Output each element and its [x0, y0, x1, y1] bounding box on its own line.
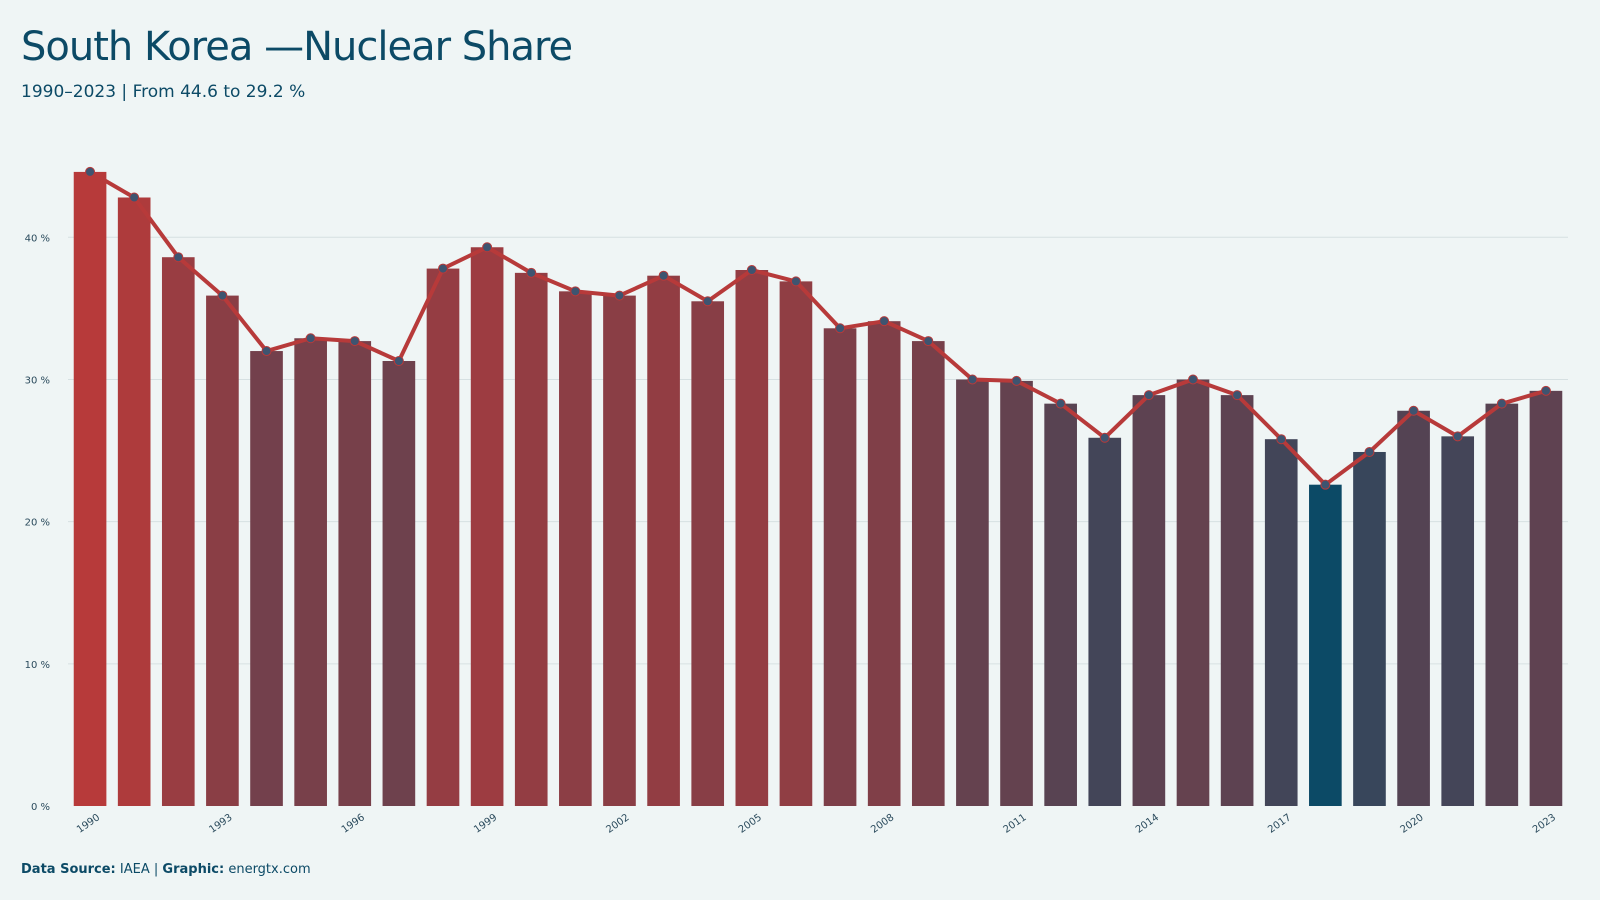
point-1999	[482, 242, 493, 253]
point-2011	[1011, 375, 1022, 386]
bar-1993	[206, 295, 239, 806]
point-2022	[1496, 398, 1507, 409]
bar-2020	[1397, 410, 1430, 806]
point-2001	[570, 286, 581, 297]
point-1991	[129, 192, 140, 203]
y-tick-label: 20 %	[25, 518, 50, 529]
bar-2008	[867, 321, 901, 806]
x-tick-label: 2011	[1002, 812, 1029, 836]
bar-2005	[735, 270, 769, 806]
point-2015	[1188, 374, 1198, 385]
caption-graphic-value: energtx.com	[228, 862, 311, 877]
point-2003	[658, 270, 669, 281]
bar-2017	[1264, 439, 1298, 806]
series-line	[88, 169, 1548, 487]
point-2007	[835, 323, 846, 334]
point-2016	[1232, 390, 1243, 401]
point-2005	[746, 265, 757, 276]
bar-2011	[1000, 380, 1033, 806]
x-tick-label: 2002	[604, 812, 631, 836]
bar-1991	[117, 197, 151, 806]
bar-1997	[382, 360, 416, 806]
caption-source-value: IAEA |	[119, 862, 159, 877]
point-2002	[614, 290, 625, 301]
point-2023	[1540, 385, 1551, 396]
point-2006	[790, 276, 801, 287]
caption-graphic-label: Graphic:	[162, 862, 225, 877]
bar-1999	[470, 247, 504, 806]
bar-2014	[1132, 395, 1166, 806]
point-1993	[217, 290, 228, 301]
caption-source-label: Data Source:	[21, 862, 116, 877]
chart-title: South Korea —Nuclear Share	[21, 24, 573, 70]
x-tick-label: 2008	[869, 812, 896, 836]
x-tick-label: 2014	[1134, 812, 1161, 836]
bar-2012	[1044, 403, 1077, 806]
bar-2002	[603, 295, 636, 806]
bar-1994	[250, 351, 283, 806]
point-2020	[1408, 405, 1419, 416]
bar-2000	[514, 272, 548, 806]
bar-1998	[426, 268, 460, 806]
bar-2009	[911, 341, 945, 806]
bar-2010	[956, 379, 989, 806]
point-2021	[1452, 431, 1463, 442]
x-tick-label: 2020	[1399, 812, 1426, 836]
y-tick-label: 0 %	[31, 802, 50, 813]
point-1998	[438, 263, 448, 274]
x-tick-label: 1996	[340, 812, 367, 836]
point-2004	[702, 296, 713, 307]
point-2019	[1364, 446, 1375, 457]
bar-2018	[1309, 484, 1342, 806]
bar-1992	[161, 257, 195, 806]
point-2013	[1099, 432, 1110, 443]
y-tick-label: 10 %	[25, 660, 50, 671]
caption: Data Source: IAEA | Graphic: energtx.com	[21, 862, 311, 877]
bar-1995	[294, 338, 327, 806]
point-1996	[349, 336, 360, 347]
chart-subtitle: 1990–2023 | From 44.6 to 29.2 %	[21, 82, 306, 102]
point-2009	[923, 336, 934, 347]
x-axis-ticks: 1990 1993 1996 1999 2002 2005 2008 2011 2014 2017…	[75, 812, 1558, 836]
x-tick-label: 2017	[1266, 812, 1293, 836]
point-1997	[393, 355, 404, 366]
bar-layer	[73, 171, 1563, 807]
point-2000	[526, 267, 537, 278]
point-1995	[305, 333, 316, 344]
x-tick-label: 1999	[472, 812, 499, 836]
y-tick-label: 40 %	[25, 233, 50, 244]
point-2014	[1143, 390, 1154, 401]
bar-2021	[1441, 436, 1475, 806]
bar-2016	[1220, 395, 1254, 806]
point-2010	[967, 374, 978, 385]
bar-2013	[1088, 437, 1122, 806]
point-1990	[85, 166, 96, 177]
x-tick-label: 1993	[207, 812, 234, 836]
x-tick-label: 2023	[1531, 812, 1558, 836]
bar-2004	[691, 301, 725, 806]
point-1994	[261, 346, 272, 357]
point-2017	[1276, 434, 1287, 445]
line-layer	[85, 166, 1551, 490]
point-2012	[1055, 398, 1066, 409]
bar-2022	[1485, 403, 1519, 806]
grid-layer	[68, 236, 1568, 665]
bar-2023	[1529, 390, 1563, 806]
bar-2003	[647, 275, 680, 807]
bar-2007	[823, 328, 857, 806]
point-2008	[879, 316, 890, 327]
x-tick-label: 1990	[75, 812, 102, 836]
point-1992	[173, 252, 184, 263]
bar-2001	[559, 291, 592, 806]
bar-2019	[1353, 451, 1386, 806]
point-2018	[1320, 479, 1331, 490]
x-tick-label: 2005	[737, 812, 764, 836]
y-tick-label: 30 %	[25, 375, 50, 386]
bar-2015	[1176, 379, 1210, 806]
bar-1996	[338, 341, 372, 806]
bar-2006	[779, 281, 813, 806]
bar-1990	[73, 171, 107, 806]
y-axis-ticks: 0 % 10 % 20 % 30 % 40 %	[25, 233, 50, 813]
